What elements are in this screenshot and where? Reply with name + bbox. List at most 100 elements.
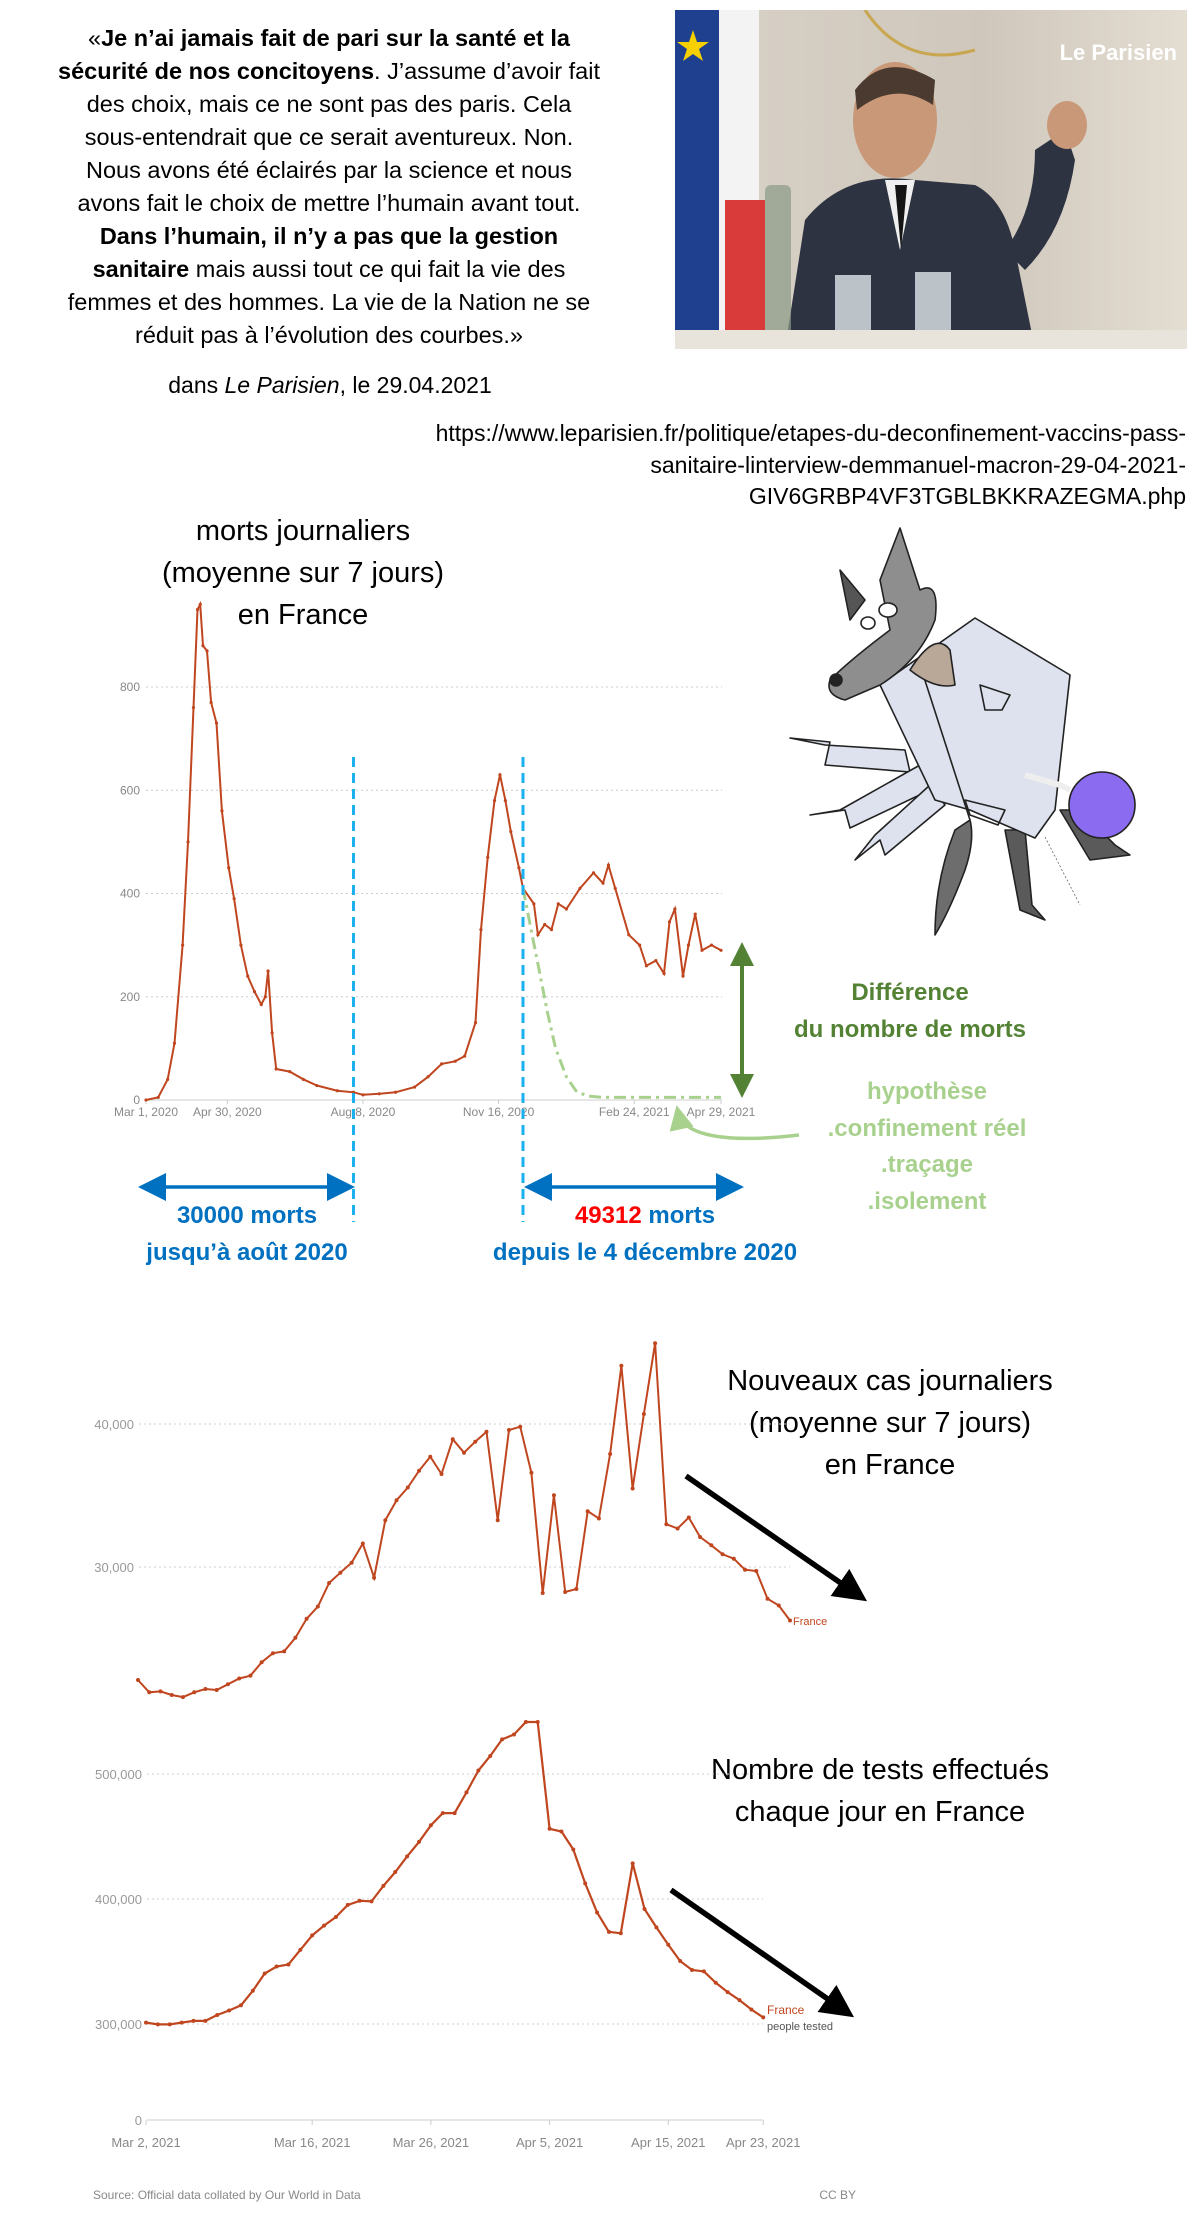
data-point — [709, 943, 714, 947]
period-after-label: 49312 morts depuis le 4 décembre 2020 — [475, 1197, 815, 1271]
data-point — [405, 1854, 410, 1859]
data-point — [765, 1596, 770, 1601]
x-tick-label: Mar 1, 2020 — [114, 1105, 178, 1119]
data-point — [147, 1690, 152, 1695]
data-point — [591, 871, 596, 875]
data-point — [571, 1847, 576, 1852]
data-point — [136, 1677, 140, 1682]
data-point — [203, 2018, 208, 2023]
title-line: Nombre de tests effectués — [711, 1754, 1049, 1786]
flag-star-icon — [677, 30, 709, 61]
data-point — [776, 1603, 781, 1608]
x-tick-label: Mar 26, 2021 — [393, 2135, 470, 2150]
data-point — [630, 1861, 635, 1866]
data-point — [167, 2022, 172, 2027]
water-bottle — [765, 185, 791, 349]
data-point — [564, 907, 569, 911]
data-point — [654, 959, 658, 963]
data-point — [304, 1616, 309, 1621]
url-line[interactable]: https://www.leparisien.fr/politique/etap… — [435, 420, 1186, 446]
data-point — [293, 1635, 298, 1640]
data-point — [369, 1899, 374, 1904]
data-point — [479, 928, 483, 932]
data-point — [574, 1587, 579, 1592]
wolf-scientist-illustration — [789, 527, 1136, 936]
tests-chart-title: Nombre de tests effectués chaque jour en… — [680, 1749, 1080, 1833]
data-point — [686, 943, 691, 947]
quote-line: «Je n’ai jamais fait de pari sur la sant… — [18, 22, 640, 55]
data-point — [619, 1363, 624, 1368]
citation: dans Le Parisien, le 29.04.2021 — [140, 372, 520, 399]
y-tick-label: 500,000 — [95, 1767, 142, 1782]
data-point — [642, 1907, 647, 1911]
quote-line: femmes et des hommes. La vie de la Natio… — [67, 289, 591, 315]
quote-line: Dans l’humain, il n’y a pas que la gesti… — [99, 223, 559, 249]
coat-arm — [854, 784, 946, 861]
data-point — [662, 971, 666, 976]
data-point — [259, 1660, 264, 1665]
data-point — [725, 1990, 730, 1995]
data-point — [606, 863, 611, 867]
data-point — [693, 912, 697, 916]
series-label: France — [793, 1616, 827, 1628]
data-point — [270, 1031, 274, 1035]
data-point — [462, 1450, 466, 1455]
y-tick-label: 40,000 — [94, 1417, 134, 1432]
citation-prefix: dans — [168, 372, 225, 398]
y-tick-label: 200 — [120, 990, 140, 1004]
quote-line: réduit pas à l’évolution des courbes.» — [135, 322, 523, 348]
photo-illustration: Le Parisien — [675, 10, 1187, 349]
data-point — [644, 964, 649, 968]
data-point — [630, 1486, 635, 1491]
french-flag-red — [725, 200, 765, 349]
title-line: (moyenne sur 7 jours) — [161, 557, 445, 589]
wolf-ear — [839, 569, 866, 621]
data-point — [476, 1768, 481, 1773]
url-line[interactable]: GIV6GRBP4VF3TGBLBKKRAZEGMA.php — [748, 483, 1186, 509]
difference-line: Différence — [851, 979, 969, 1006]
data-point — [345, 1902, 350, 1907]
data-point — [681, 974, 685, 978]
data-point — [613, 886, 617, 890]
tests-series-line — [145, 1720, 764, 2026]
data-point — [583, 1881, 588, 1886]
data-point — [549, 928, 554, 932]
quote-line: Nous avons été éclairés par la science e… — [86, 157, 572, 183]
data-point — [536, 933, 540, 937]
data-point — [351, 1090, 356, 1094]
data-point — [417, 1468, 422, 1473]
data-point — [239, 943, 243, 947]
data-point — [641, 1411, 646, 1416]
data-point — [227, 866, 231, 870]
data-point — [543, 922, 547, 927]
hypothesis-pointer-arrow — [669, 1105, 800, 1141]
data-point — [428, 1454, 433, 1459]
quote-bold-text: Je n’ai jamais fait de pari sur la santé… — [101, 25, 570, 51]
series-sublabel: people tested — [767, 2021, 833, 2033]
x-tick-label: Mar 16, 2021 — [274, 2135, 351, 2150]
url-line[interactable]: sanitaire-linterview-demmanuel-macron-29… — [650, 451, 1186, 478]
data-point — [156, 1095, 160, 1100]
data-point — [381, 1883, 386, 1888]
source-url[interactable]: https://www.leparisien.fr/politique/etap… — [436, 418, 1186, 513]
data-point — [529, 1470, 534, 1475]
data-point — [227, 2008, 232, 2013]
data-point — [638, 943, 642, 947]
data-point — [220, 809, 224, 813]
data-point — [205, 649, 209, 653]
data-point — [274, 1067, 278, 1071]
data-point — [667, 920, 672, 924]
data-point — [327, 1581, 332, 1586]
data-point — [503, 798, 507, 803]
coat-arm — [789, 737, 911, 773]
y-tick-label: 400 — [120, 887, 140, 901]
data-point — [357, 1898, 362, 1903]
data-point — [172, 1041, 177, 1045]
data-point — [690, 1968, 695, 1972]
data-point — [440, 1062, 444, 1066]
data-point — [563, 1590, 568, 1595]
data-point — [737, 1998, 742, 2003]
data-point — [322, 1923, 327, 1928]
tests-trend-arrow — [669, 1887, 855, 2018]
data-point — [238, 2003, 243, 2008]
